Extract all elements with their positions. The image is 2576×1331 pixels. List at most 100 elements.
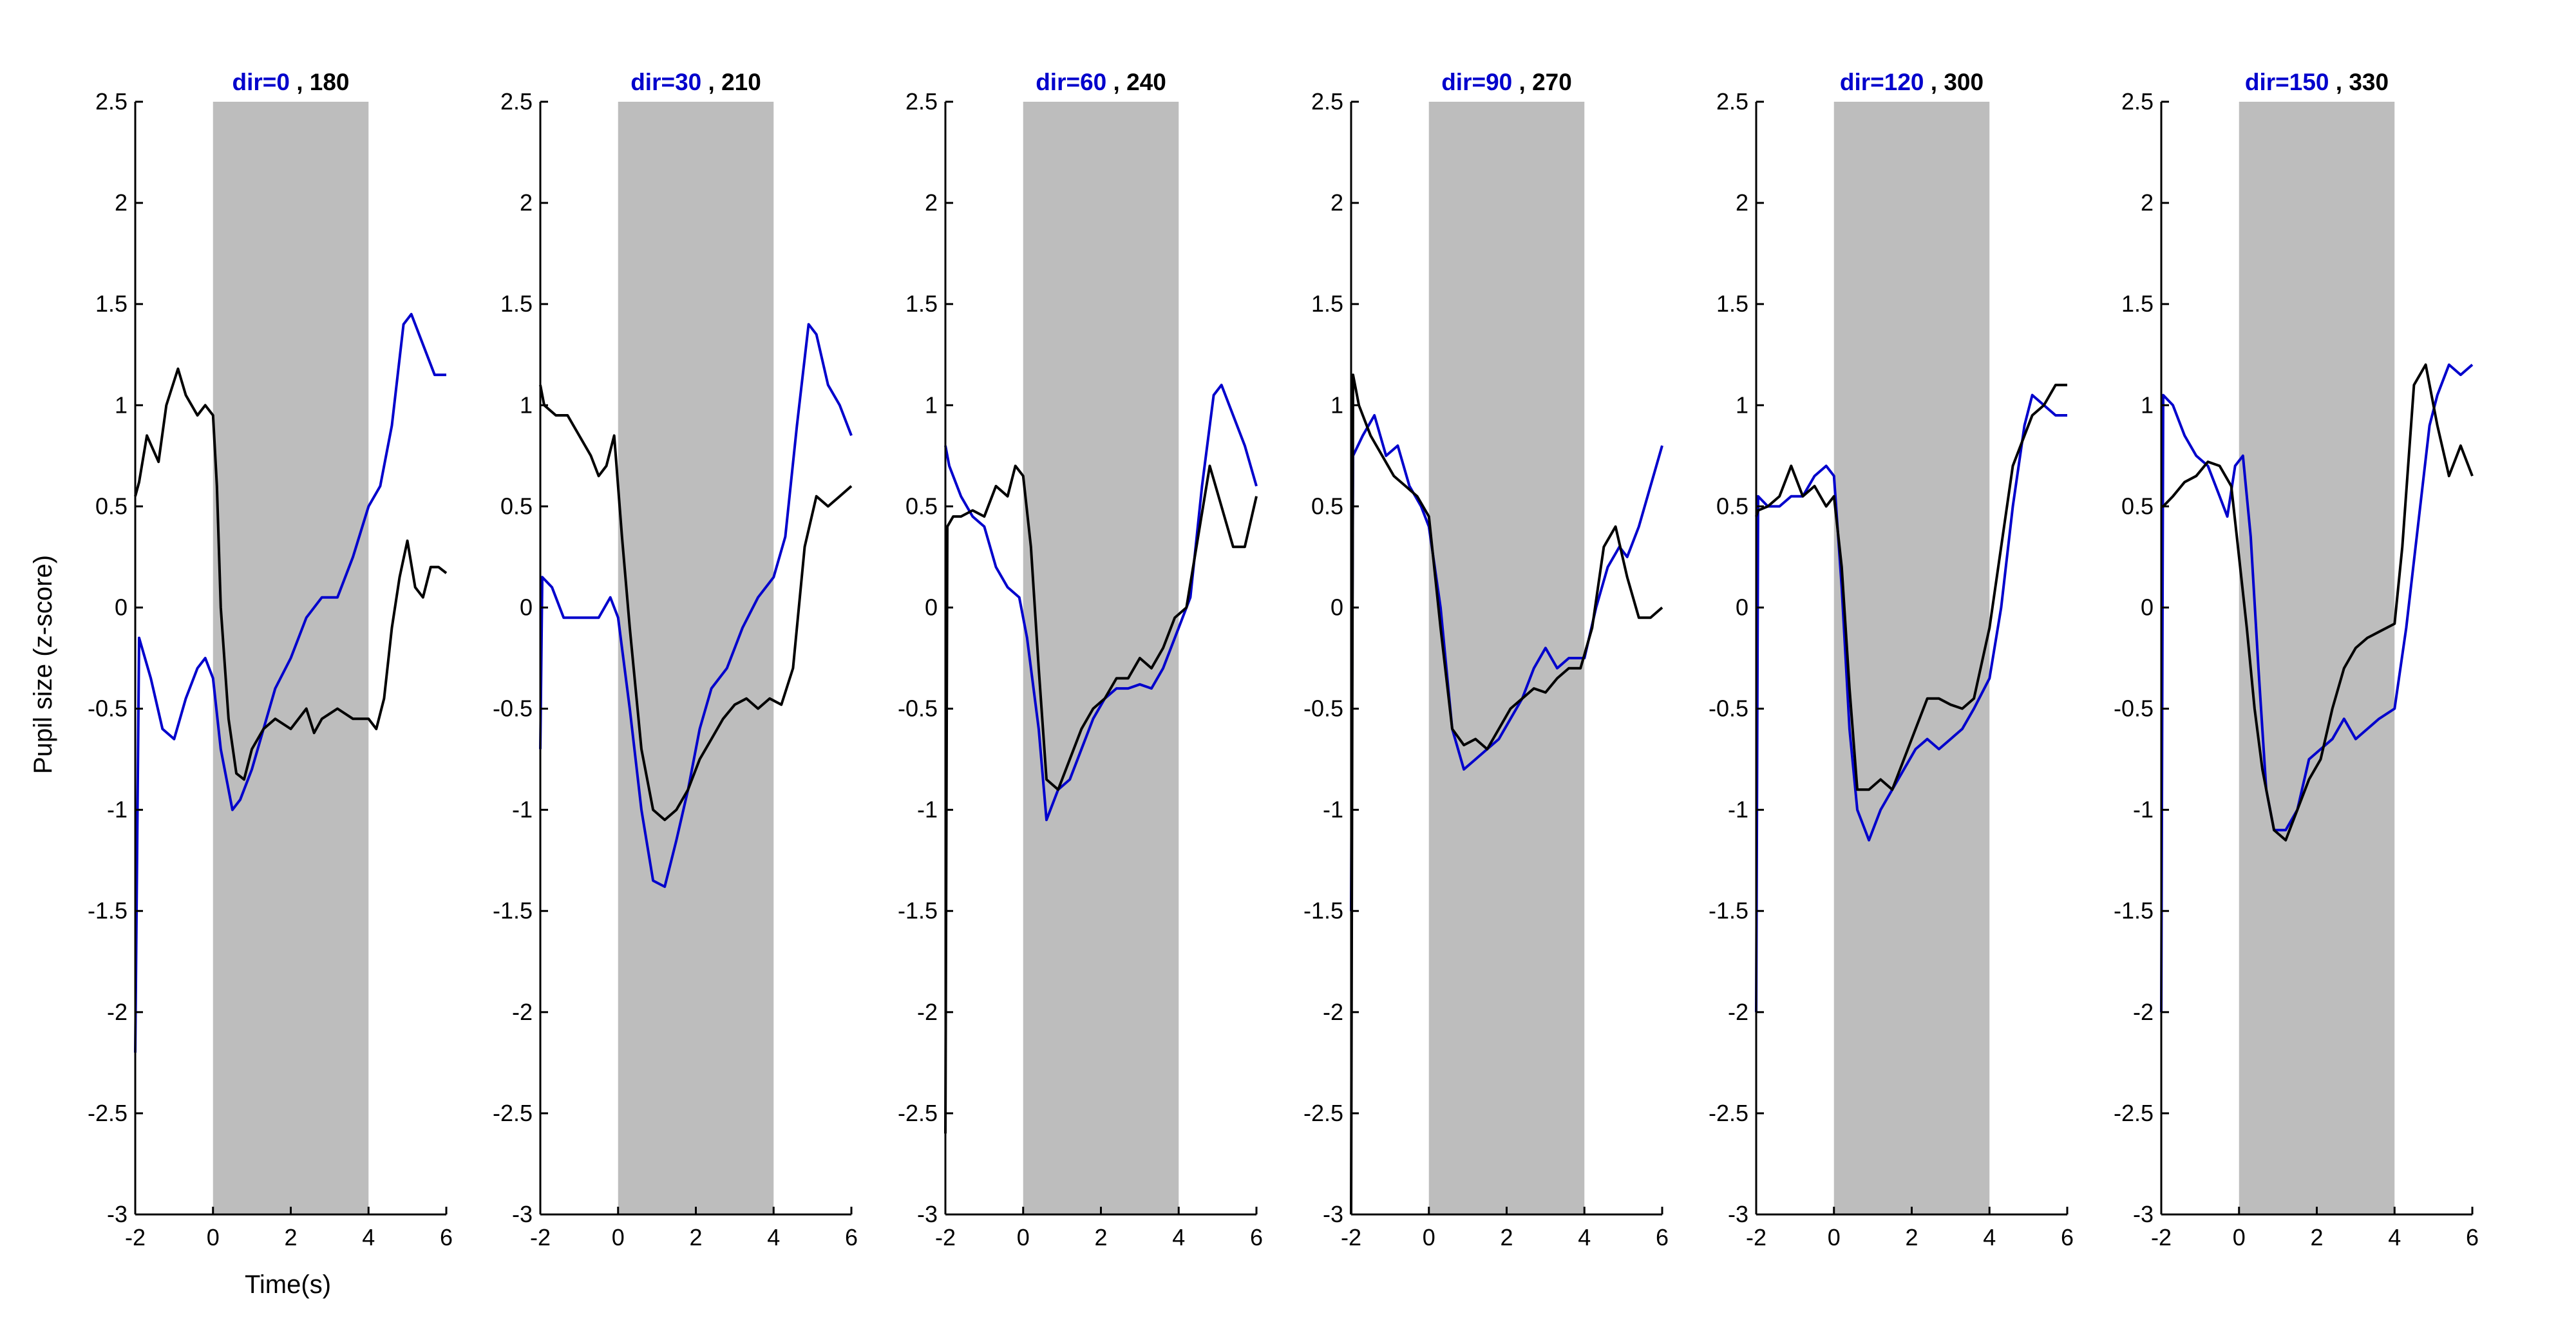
y-tick-label: -0.5 <box>1303 695 1343 722</box>
stimulus-shade <box>618 102 774 1214</box>
y-tick-label: -1.5 <box>493 898 533 924</box>
panel-title-second: 240 <box>1126 69 1166 95</box>
x-tick-label: 2 <box>1905 1224 1918 1251</box>
x-tick-label: -2 <box>1341 1224 1361 1251</box>
y-tick-label: 1 <box>1736 392 1748 418</box>
panel-3: 2.521.510.50-0.5-1-1.5-2-2.5-3-2 0 2 4 6dir=… <box>898 69 1263 1251</box>
y-tick-label: 0 <box>1331 594 1343 620</box>
y-tick-label: -1 <box>1323 797 1343 823</box>
y-tick-label: -2.5 <box>898 1100 938 1126</box>
y-tick-label: 0.5 <box>905 493 938 519</box>
x-tick-label: 0 <box>612 1224 625 1251</box>
stimulus-shade <box>1428 102 1585 1214</box>
y-tick-label: -2 <box>917 999 938 1025</box>
panel-title-second: 270 <box>1532 69 1572 95</box>
x-tick-label: 0 <box>2233 1224 2246 1251</box>
panel-title-second: 180 <box>310 69 350 95</box>
panel-title-separator: , <box>290 69 310 95</box>
y-tick-label: -1.5 <box>1303 898 1343 924</box>
y-tick-label: -1 <box>2133 797 2154 823</box>
panel-title-second: 300 <box>1944 69 1984 95</box>
panel-1: 2.521.510.50-0.5-1-1.5-2-2.5-3-2 0 2 4 6dir=… <box>88 69 453 1251</box>
panel-title-separator: , <box>1512 69 1532 95</box>
x-tick-label: 6 <box>2061 1224 2074 1251</box>
panel-title-separator: , <box>1924 69 1944 95</box>
panel-title-second: 330 <box>2349 69 2389 95</box>
x-tick-label: 6 <box>1250 1224 1263 1251</box>
y-tick-label: -2.5 <box>1303 1100 1343 1126</box>
y-tick-label: 1.5 <box>95 290 128 317</box>
y-tick-label: -3 <box>512 1201 533 1227</box>
panel-title-separator: , <box>2329 69 2349 95</box>
y-tick-label: -1.5 <box>1709 898 1748 924</box>
y-tick-label: -2 <box>1323 999 1343 1025</box>
panel-title-first: dir=120 <box>1840 69 1924 95</box>
panels-group: 2.521.510.50-0.5-1-1.5-2-2.5-3-2 0 2 4 6dir=… <box>88 69 2479 1251</box>
y-tick-label: -2.5 <box>493 1100 533 1126</box>
panel-title-first: dir=0 <box>232 69 289 95</box>
y-tick-label: 1.5 <box>1311 290 1343 317</box>
y-tick-label: 2.5 <box>1311 88 1343 115</box>
x-tick-label: 2 <box>2310 1224 2323 1251</box>
x-tick-label: 0 <box>207 1224 220 1251</box>
y-tick-label: 2 <box>1736 189 1748 216</box>
y-tick-label: -3 <box>107 1201 128 1227</box>
x-tick-label: 0 <box>1828 1224 1841 1251</box>
panel-title: dir=60 , 240 <box>1036 69 1166 95</box>
y-tick-label: 1 <box>1331 392 1343 418</box>
series-line-first-dir <box>944 383 1258 822</box>
stimulus-shade <box>2239 102 2395 1214</box>
y-tick-label: -1 <box>917 797 938 823</box>
x-tick-label: 4 <box>2388 1224 2401 1251</box>
panel-title: dir=150 , 330 <box>2245 69 2389 95</box>
y-tick-label: 0 <box>925 594 938 620</box>
panel-title-first: dir=150 <box>2245 69 2329 95</box>
y-tick-label: 0 <box>115 594 128 620</box>
stimulus-shade <box>1023 102 1179 1214</box>
y-tick-label: -0.5 <box>88 695 128 722</box>
x-tick-label: 6 <box>845 1224 858 1251</box>
series-line-second-dir <box>1350 373 1663 1215</box>
panel-4: 2.521.510.50-0.5-1-1.5-2-2.5-3-2 0 2 4 6dir=… <box>1303 69 1669 1251</box>
y-tick-label: 1 <box>115 392 128 418</box>
series-line-first-dir <box>539 323 853 888</box>
y-axis-label: Pupil size (z-score) <box>29 555 57 774</box>
y-tick-label: -2 <box>107 999 128 1025</box>
x-tick-label: 2 <box>1094 1224 1107 1251</box>
x-tick-label: -2 <box>2151 1224 2172 1251</box>
panel-5: 2.521.510.50-0.5-1-1.5-2-2.5-3-2 0 2 4 6dir=… <box>1709 69 2074 1251</box>
panel-title: dir=120 , 300 <box>1840 69 1984 95</box>
series-line-second-dir <box>134 367 448 781</box>
y-tick-label: 0.5 <box>1311 493 1343 519</box>
y-tick-label: 2 <box>2141 189 2154 216</box>
y-tick-label: -0.5 <box>898 695 938 722</box>
x-tick-label: 6 <box>2466 1224 2479 1251</box>
y-tick-label: -2 <box>1728 999 1748 1025</box>
y-tick-label: 1 <box>520 392 533 418</box>
panel-title: dir=90 , 270 <box>1441 69 1572 95</box>
y-tick-label: 2 <box>115 189 128 216</box>
series-line-second-dir <box>2161 363 2474 842</box>
y-tick-label: -1.5 <box>898 898 938 924</box>
stimulus-shade <box>1833 102 1990 1214</box>
x-tick-label: 6 <box>1656 1224 1669 1251</box>
y-tick-label: -1 <box>1728 797 1748 823</box>
y-tick-label: -3 <box>2133 1201 2154 1227</box>
x-tick-label: 2 <box>1500 1224 1513 1251</box>
series-line-second-dir <box>944 464 1258 1134</box>
y-tick-label: -2.5 <box>1709 1100 1748 1126</box>
y-tick-label: -0.5 <box>493 695 533 722</box>
y-tick-label: 2 <box>520 189 533 216</box>
y-tick-label: 2.5 <box>500 88 533 115</box>
y-tick-label: 2.5 <box>2121 88 2154 115</box>
x-tick-label: 0 <box>1423 1224 1435 1251</box>
panel-title-first: dir=90 <box>1441 69 1512 95</box>
y-tick-label: 2.5 <box>1716 88 1748 115</box>
y-tick-label: -2 <box>2133 999 2154 1025</box>
y-tick-label: 2 <box>1331 189 1343 216</box>
x-tick-label: 4 <box>1578 1224 1591 1251</box>
x-tick-label: -2 <box>1746 1224 1766 1251</box>
y-tick-label: -3 <box>1728 1201 1748 1227</box>
panel-2: 2.521.510.50-0.5-1-1.5-2-2.5-3-2 0 2 4 6dir=… <box>493 69 858 1251</box>
